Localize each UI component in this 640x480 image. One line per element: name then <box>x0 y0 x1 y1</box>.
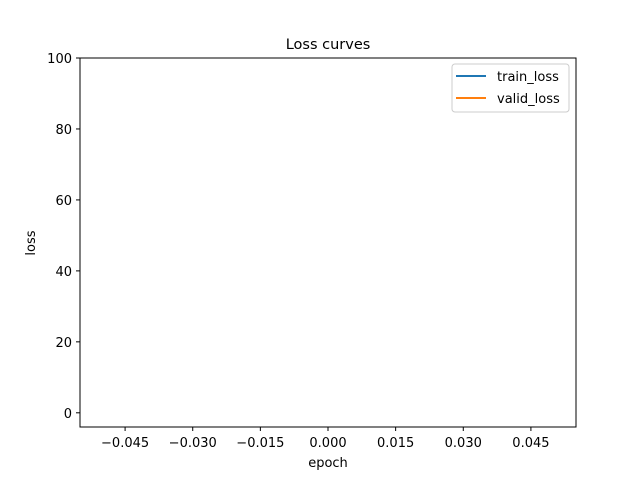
y-tick-label: 40 <box>55 265 72 280</box>
chart-title: Loss curves <box>286 37 371 53</box>
legend: train_loss valid_loss <box>451 63 570 113</box>
x-tick-label: −0.015 <box>236 436 284 451</box>
y-tick-label: 100 <box>47 52 72 67</box>
plot-area <box>79 57 577 428</box>
y-tick-label: 80 <box>55 123 72 138</box>
x-tick-label: −0.030 <box>169 436 217 451</box>
y-tick-label: 0 <box>64 407 72 422</box>
x-tick-label: −0.045 <box>101 436 149 451</box>
x-axis-label: epoch <box>308 456 348 471</box>
x-tick-label: 0.030 <box>445 436 482 451</box>
x-tick-label: 0.045 <box>512 436 549 451</box>
y-axis-label: loss <box>24 230 39 255</box>
plot-frame <box>79 57 577 428</box>
y-axis-ticks: 0 20 40 60 80 100 <box>47 52 80 422</box>
legend-label-valid_loss: valid_loss <box>497 92 560 107</box>
x-tick-label: 0.000 <box>309 436 346 451</box>
x-tick-label: 0.015 <box>377 436 414 451</box>
y-tick-label: 60 <box>55 194 72 209</box>
x-axis-ticks: −0.045 −0.030 −0.015 0.000 0.015 0.030 0.045 <box>101 427 550 451</box>
y-tick-label: 20 <box>55 336 72 351</box>
legend-label-train_loss: train_loss <box>497 70 559 85</box>
